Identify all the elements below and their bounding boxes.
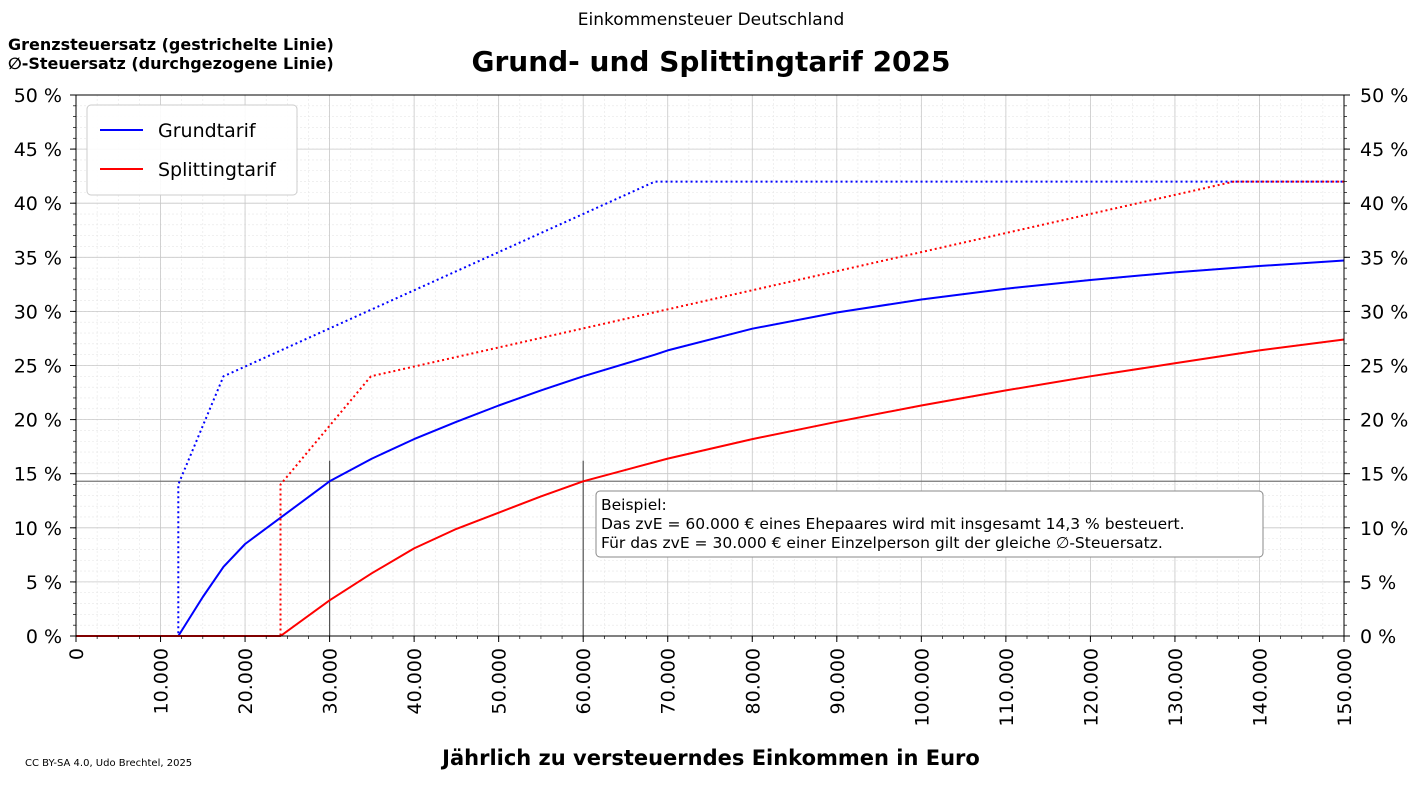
y-tick-label-left: 15 % [14,464,62,486]
example-annotation: Beispiel: Das zvE = 60.000 € eines Ehepa… [595,490,1264,558]
note-average-rate: ∅-Steuersatz (durchgezogene Linie) [8,54,334,73]
annotation-box [595,490,1264,558]
y-tick-label-left: 25 % [14,356,62,378]
y-tick-label-right: 5 % [1360,572,1396,594]
y-tick-label-right: 0 % [1360,626,1396,648]
credit: CC BY-SA 4.0, Udo Brechtel, 2025 [25,758,192,769]
y-tick-label-left: 50 % [14,85,62,107]
x-tick-label: 30.000 [320,648,342,714]
y-tick-label-right: 30 % [1360,301,1408,323]
legend-label-splittingtarif: Splittingtarif [158,159,277,181]
y-tick-label-left: 45 % [14,139,62,161]
x-tick-label: 70.000 [658,648,680,714]
x-tick-label: 60.000 [573,648,595,714]
y-tick-label-left: 40 % [14,193,62,215]
x-tick-label: 40.000 [404,648,426,714]
x-tick-label: 100.000 [911,648,933,727]
annotation-line-1: Beispiel: [601,496,667,514]
splittingtarif-average-rate-line [76,338,1345,637]
x-tick-label: 50.000 [489,648,511,714]
y-tick-label-right: 35 % [1360,247,1408,269]
x-axis-label: Jährlich zu versteuerndes Einkommen in E… [440,746,980,770]
legend-box [86,104,298,196]
annotation-line-3: Für das zvE = 30.000 € einer Einzelperso… [601,534,1163,552]
y-tick-label-left: 10 % [14,518,62,540]
y-tick-label-right: 25 % [1360,356,1408,378]
x-tick-label: 110.000 [996,648,1018,727]
y-tick-label-left: 30 % [14,301,62,323]
y-tick-label-left: 0 % [26,626,62,648]
y-tick-label-right: 50 % [1360,85,1408,107]
y-tick-label-left: 20 % [14,410,62,432]
axis-ticks: 0 10.000 20.000 30.000 40.000 50.000 60.000 70.… [14,85,1409,727]
note-marginal-rate: Grenzsteuersatz (gestrichelte Linie) [8,35,334,54]
x-tick-label: 90.000 [827,648,849,714]
x-tick-label: 10.000 [151,648,173,714]
y-tick-label-left: 5 % [26,572,62,594]
y-tick-label-right: 10 % [1360,518,1408,540]
y-tick-label-left: 35 % [14,247,62,269]
x-tick-label: 140.000 [1249,648,1271,727]
legend: Grundtarif Splittingtarif [86,104,298,196]
x-tick-label: 120.000 [1080,648,1102,727]
chart-title: Grund- und Splittingtarif 2025 [471,45,950,78]
x-tick-label: 130.000 [1165,648,1187,727]
annotation-line-2: Das zvE = 60.000 € eines Ehepaares wird … [601,515,1185,533]
y-tick-label-right: 40 % [1360,193,1408,215]
x-tick-label: 20.000 [235,648,257,714]
grundtarif-average-rate-line [76,259,1345,637]
reference-lines [76,460,1344,636]
y-tick-label-right: 15 % [1360,464,1408,486]
y-tick-label-right: 45 % [1360,139,1408,161]
suptitle: Einkommensteuer Deutschland [578,10,845,30]
x-tick-label: 150.000 [1334,648,1356,727]
y-tick-label-right: 20 % [1360,410,1408,432]
legend-label-grundtarif: Grundtarif [158,120,257,142]
x-tick-label: 80.000 [742,648,764,714]
x-tick-label: 0 [66,648,88,660]
